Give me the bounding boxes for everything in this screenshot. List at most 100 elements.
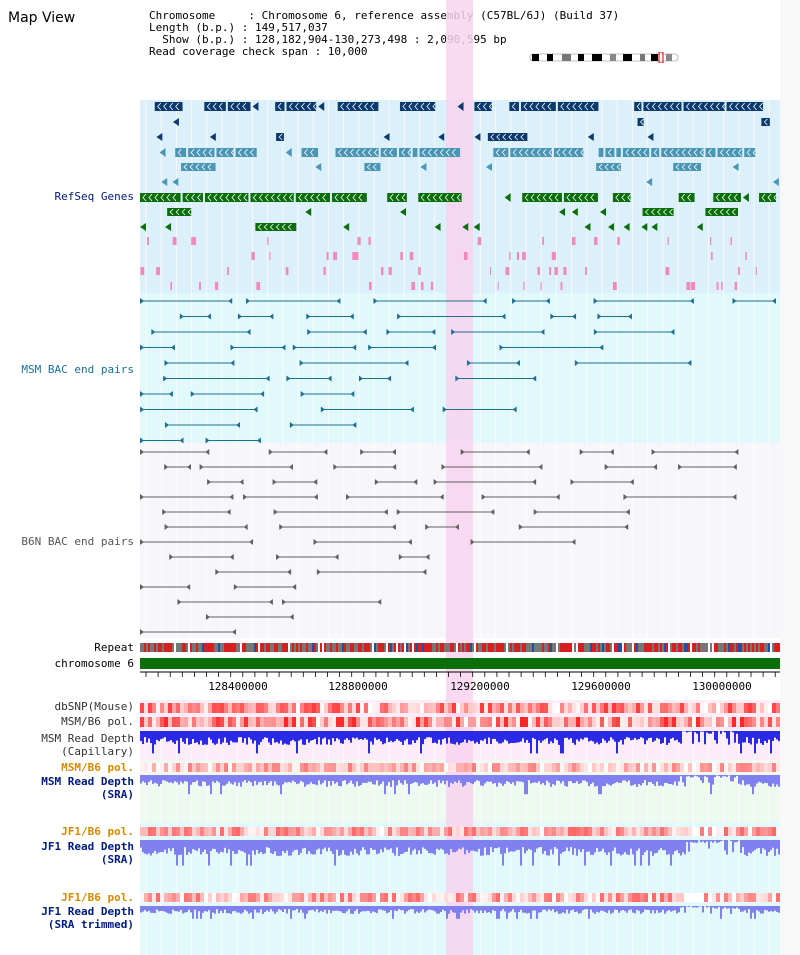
repeat-segment (258, 643, 260, 652)
chromosome-ideogram[interactable] (528, 52, 680, 63)
track-label-msm-depth-capillary[interactable]: MSM Read Depth (41, 732, 134, 745)
depth-bar (690, 775, 692, 778)
depth-bar (218, 775, 220, 783)
depth-bar (458, 840, 460, 849)
gene-direction-icon (514, 133, 519, 141)
gene-direction-icon (653, 148, 658, 157)
depth-bar (622, 775, 624, 781)
depth-bar (726, 731, 728, 739)
track-label-dbsnp[interactable]: dbSNP(Mouse) (54, 700, 134, 713)
heat-cell (344, 893, 348, 902)
highlight-region[interactable] (446, 0, 473, 955)
depth-bar (174, 840, 176, 855)
gene-direction-icon (737, 148, 742, 157)
track-label-msm-b6-pol-2[interactable]: MSM/B6 pol. (61, 761, 134, 774)
heat-cell (372, 763, 376, 772)
heat-cell (452, 717, 456, 727)
depth-bar (466, 840, 468, 850)
heat-cell (508, 893, 512, 902)
depth-bar (400, 731, 402, 742)
heat-cell (448, 827, 452, 836)
refseq-gene-glyphs[interactable] (140, 102, 779, 290)
depth-bar (250, 906, 252, 913)
heat-cell (620, 717, 624, 727)
track-label-jf1-b6-pol[interactable]: JF1/B6 pol. (61, 825, 134, 838)
depth-bar (560, 840, 562, 854)
track-label-msm-b6-pol[interactable]: MSM/B6 pol. (61, 715, 134, 728)
msm-bac-glyphs[interactable] (140, 298, 776, 444)
heat-cell (688, 763, 692, 772)
heat-cell (652, 827, 656, 836)
repeat-segment (302, 643, 304, 652)
repeat-segment (288, 643, 290, 652)
gene-direction-icon (288, 102, 293, 111)
depth-bar (616, 906, 618, 910)
track-label-msm-bac[interactable]: MSM BAC end pairs (21, 363, 134, 376)
heat-cell (364, 827, 368, 836)
gene-block (412, 148, 418, 157)
track-label-repeat[interactable]: Repeat (94, 641, 134, 654)
pink-marker (755, 267, 757, 275)
bac-end-icon (289, 422, 294, 428)
b6n-bac-glyphs[interactable] (140, 449, 739, 635)
track-label-jf1-depth-sra[interactable]: JF1 Read Depth (41, 840, 134, 853)
heat-cell (300, 893, 304, 902)
heat-cell (456, 703, 460, 713)
heat-cell (548, 763, 552, 772)
depth-bar (320, 840, 322, 855)
gene-direction-icon (270, 193, 275, 202)
depth-bar (408, 840, 410, 848)
depth-bar (182, 775, 184, 784)
heat-cell (152, 893, 156, 902)
gene-direction-icon (401, 148, 406, 157)
depth-bar (634, 906, 636, 914)
depth-bar (576, 906, 578, 912)
track-label-jf1-b6-pol-2[interactable]: JF1/B6 pol. (61, 891, 134, 904)
heat-cell (748, 717, 752, 727)
track-label-refseq[interactable]: RefSeq Genes (54, 190, 134, 203)
track-label-msm-depth-sra[interactable]: MSM Read Depth (41, 775, 134, 788)
depth-bar (452, 840, 454, 853)
gene-direction-icon (432, 102, 437, 111)
depth-bar (268, 840, 270, 848)
track-label-jf1-depth-trimmed[interactable]: JF1 Read Depth (41, 905, 134, 918)
heat-cell (284, 703, 288, 713)
gene-block (419, 148, 461, 157)
gene-direction-icon (195, 163, 200, 171)
depth-bar (556, 731, 558, 741)
track-label-b6n-bac[interactable]: B6N BAC end pairs (21, 535, 134, 548)
gene-direction-icon (568, 148, 573, 157)
depth-bar (376, 731, 378, 740)
heat-cell (376, 893, 380, 902)
depth-bar (520, 731, 522, 742)
repeat-segment (568, 643, 570, 652)
heat-cell (592, 763, 596, 772)
heat-cell (568, 893, 572, 902)
depth-bar (626, 775, 628, 782)
heat-cell (192, 893, 196, 902)
depth-bar (248, 906, 250, 914)
depth-bar (306, 906, 308, 914)
gene-direction-icon (148, 193, 153, 202)
repeat-segment (770, 643, 772, 652)
depth-bar (618, 840, 620, 854)
repeat-segment (320, 643, 322, 652)
chromosome-bar[interactable] (140, 658, 780, 669)
heat-cell (152, 703, 156, 713)
heat-cell (716, 703, 720, 713)
repeat-track[interactable] (140, 643, 780, 652)
depth-bar (164, 731, 166, 738)
depth-bar (596, 906, 598, 912)
depth-bar (520, 906, 522, 910)
gene-direction-icon (185, 193, 189, 202)
gene-direction-icon (580, 148, 585, 157)
repeat-segment (742, 643, 744, 652)
bac-end-icon (163, 375, 168, 382)
depth-bar (518, 731, 520, 743)
depth-bar (272, 731, 274, 739)
repeat-segment (488, 643, 490, 652)
depth-bar (352, 906, 354, 914)
depth-bar (344, 775, 346, 781)
heat-cell (532, 763, 536, 772)
